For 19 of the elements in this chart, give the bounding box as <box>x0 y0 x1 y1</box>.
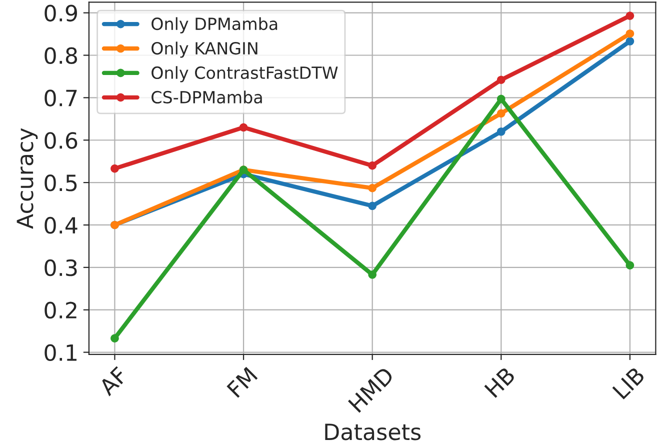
x-axis-title: Datasets <box>325 424 421 440</box>
y-tick-label: 0.6 <box>44 132 78 149</box>
y-tick-label: 0.1 <box>44 344 76 362</box>
legend-label: Only DPMamba <box>152 17 278 34</box>
x-tick-label: FM <box>226 366 258 398</box>
y-axis-title: Accuracy <box>16 128 38 229</box>
x-tick-label: LIB <box>612 366 646 400</box>
y-tick-label: 0.8 <box>44 47 78 64</box>
x-tick-label: HB <box>484 366 516 398</box>
legend-label: CS-DPMamba <box>152 90 262 104</box>
legend-label: Only ContrastFastDTW <box>152 66 338 82</box>
y-tick-label: 0.9 <box>44 4 77 22</box>
legend-label: Only KANGIN <box>152 42 258 58</box>
y-tick-label: 0.4 <box>44 216 78 234</box>
x-tick-label: AF <box>98 366 128 396</box>
y-tick-label: 0.3 <box>44 259 77 276</box>
y-tick-label: 0.5 <box>44 174 77 192</box>
y-tick-label: 0.2 <box>44 302 76 319</box>
y-tick-label: 0.7 <box>44 90 77 106</box>
